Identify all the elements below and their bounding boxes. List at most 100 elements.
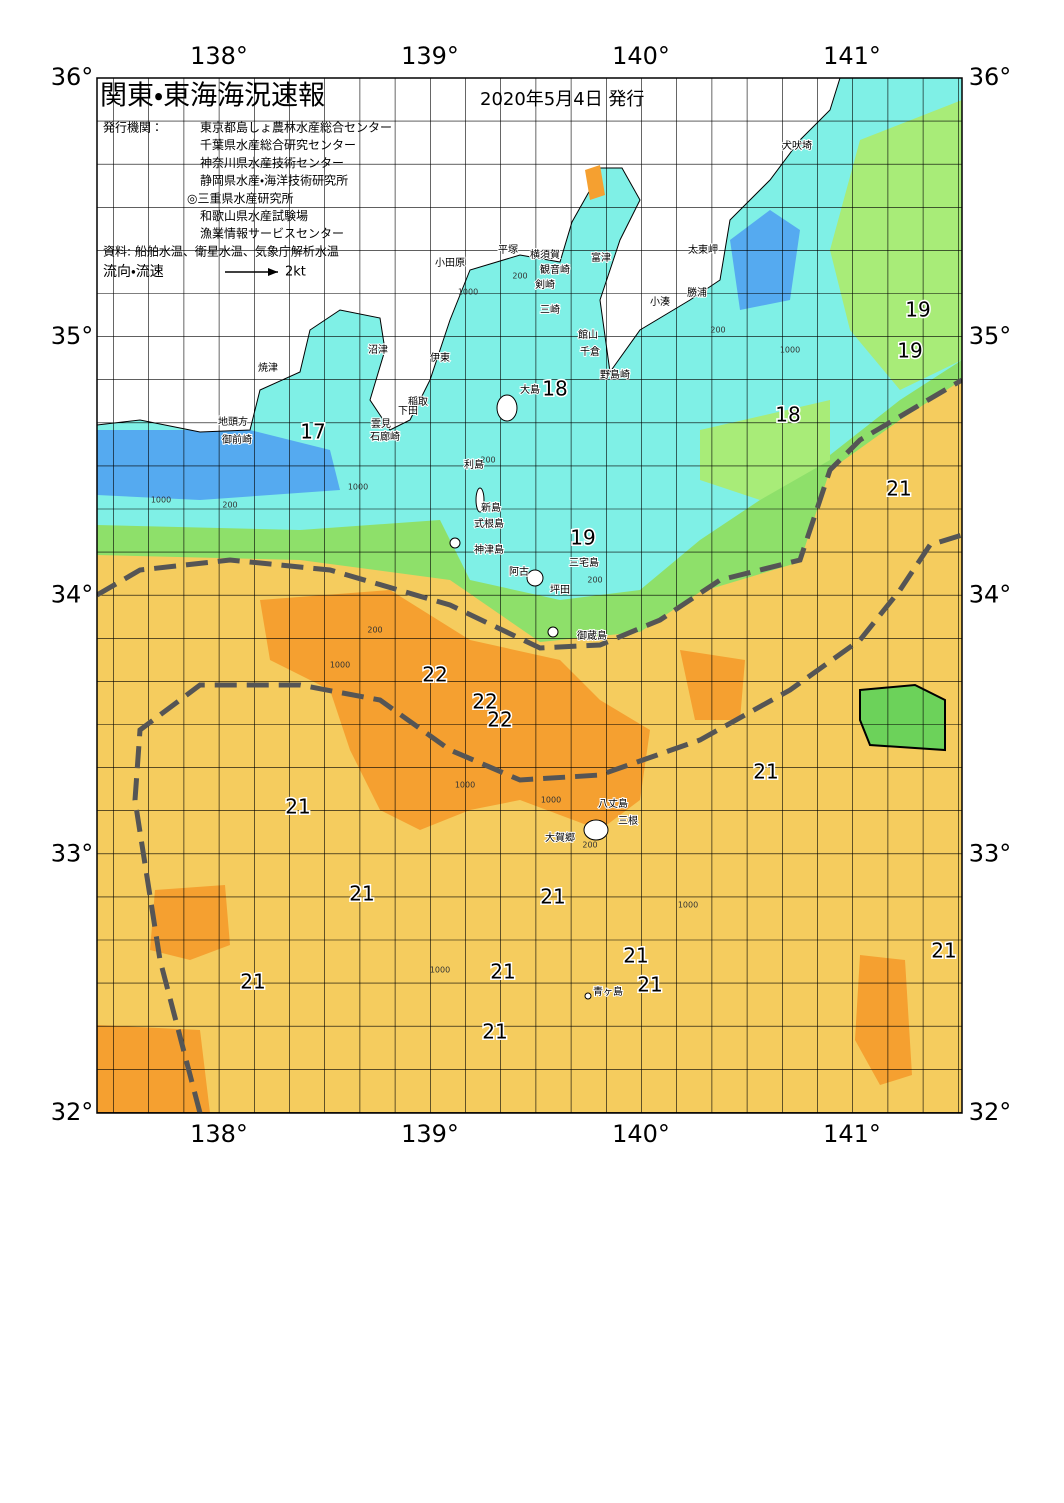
place-name: 神津島	[474, 543, 504, 556]
depth-label: 200	[587, 576, 602, 585]
place-name: 伊東	[430, 351, 450, 364]
place-name: 三宅島	[569, 556, 599, 569]
longitude-label: 139°	[401, 1120, 459, 1148]
issuer-label: 発行機関：	[103, 121, 163, 135]
legend-speed: 2kt	[285, 265, 306, 280]
temperature-label: 21	[482, 1020, 507, 1044]
longitude-label: 140°	[612, 1120, 670, 1148]
place-name: 石廊崎	[370, 430, 400, 443]
kuroshio-path	[132, 532, 962, 1113]
warmest-water	[97, 590, 912, 1113]
issuer: ◎三重県水産研究所	[187, 191, 293, 205]
place-name: 剣崎	[535, 278, 555, 291]
temperature-label: 19	[905, 298, 930, 322]
latitude-label: 36°	[969, 63, 1012, 91]
place-name: 小湊	[650, 295, 670, 308]
grid	[97, 78, 962, 1113]
place-name: 下田	[398, 406, 418, 417]
place-name: 雲見	[371, 418, 391, 430]
place-name: 太東岬	[688, 243, 718, 256]
issuer: 漁業情報サービスセンター	[200, 227, 344, 241]
depth-label: 1000	[678, 901, 698, 910]
place-name: 利島	[464, 458, 484, 471]
temperature-label: 18	[542, 377, 567, 401]
issuer: 和歌山県水産試験場	[200, 208, 308, 223]
place-name: 御前崎	[222, 433, 252, 446]
longitude-label: 140°	[612, 42, 670, 70]
issue-date: 2020年5月4日 発行	[480, 89, 644, 110]
place-name: 沼津	[368, 343, 388, 356]
place-name: 平塚	[498, 244, 518, 256]
green-water	[700, 100, 962, 500]
depth-label: 1000	[455, 781, 475, 790]
temperature-label: 22	[487, 708, 512, 732]
place-name: 館山	[578, 328, 598, 341]
place-name: 犬吠埼	[782, 139, 812, 152]
longitude-label: 138°	[190, 1120, 248, 1148]
temperature-label: 22	[472, 690, 497, 714]
latitude-label: 35°	[51, 322, 94, 350]
temperature-label: 19	[897, 339, 922, 363]
legend-arrowhead	[268, 268, 278, 276]
green-patch	[859, 683, 946, 752]
depth-label: 1000	[458, 288, 478, 297]
place-name: 地頭方	[218, 415, 248, 428]
place-name: 坪田	[550, 583, 570, 596]
temperature-label: 21	[490, 960, 515, 984]
map-body	[97, 78, 962, 1113]
depth-label: 200	[710, 326, 725, 335]
islands	[449, 394, 609, 1000]
temperature-label: 21	[623, 944, 648, 968]
temperature-label: 21	[931, 939, 956, 963]
temperature-label: 21	[637, 973, 662, 997]
land	[97, 78, 841, 433]
map-title: 関東・東海海況速報	[100, 81, 325, 112]
place-name: 式根島	[474, 517, 504, 530]
bay-warm-water	[585, 165, 605, 200]
issuer: 東京都島しょ農林水産総合センター	[200, 120, 392, 135]
place-name: 八丈島	[598, 797, 628, 810]
depth-label: 200	[222, 501, 237, 510]
map-frame	[96, 77, 963, 1114]
place-name: 大賀郷	[545, 831, 575, 844]
place-name: 観音崎	[540, 263, 570, 276]
place-name: 勝浦	[687, 286, 707, 299]
place-name: 大島	[520, 383, 540, 396]
latitude-label: 36°	[51, 63, 94, 91]
latitude-label: 33°	[969, 839, 1012, 867]
latitude-label: 35°	[969, 322, 1012, 350]
issuer: 千葉県水産総合研究センター	[200, 137, 356, 152]
depth-label: 1000	[348, 483, 368, 492]
latitude-label: 33°	[51, 839, 94, 867]
temperature-label: 21	[753, 760, 778, 784]
latitude-label: 32°	[969, 1098, 1012, 1126]
depth-label: 1000	[780, 346, 800, 355]
place-name: 新島	[481, 501, 501, 514]
issuer: 静岡県水産・海洋技術研究所	[200, 173, 348, 188]
temperature-label: 19	[570, 526, 595, 550]
latitude-label: 32°	[51, 1098, 94, 1126]
temperature-label: 18	[775, 403, 800, 427]
temperature-label: 21	[349, 882, 374, 906]
latitude-label: 34°	[969, 581, 1012, 609]
depth-label: 1000	[330, 661, 350, 670]
longitude-label: 141°	[823, 42, 881, 70]
place-name: 阿古	[509, 565, 529, 578]
longitude-label: 139°	[401, 42, 459, 70]
data-source: 資料: 船舶水温、衛星水温、気象庁解析水温	[103, 244, 339, 259]
depth-label: 200	[512, 272, 527, 281]
place-name: 三崎	[540, 303, 560, 316]
place-name: 富津	[591, 251, 611, 264]
temperature-label: 21	[240, 970, 265, 994]
depth-label: 1000	[541, 796, 561, 805]
depth-label: 200	[582, 841, 597, 850]
place-name: 御蔵島	[577, 629, 607, 642]
place-name: 焼津	[258, 362, 278, 374]
place-name: 三根	[618, 814, 638, 827]
temperature-label: 21	[285, 795, 310, 819]
temperature-label: 21	[540, 885, 565, 909]
place-name: 横須賀	[530, 248, 560, 261]
place-name: 青ヶ島	[593, 985, 623, 998]
place-name: 稲取	[408, 396, 428, 408]
